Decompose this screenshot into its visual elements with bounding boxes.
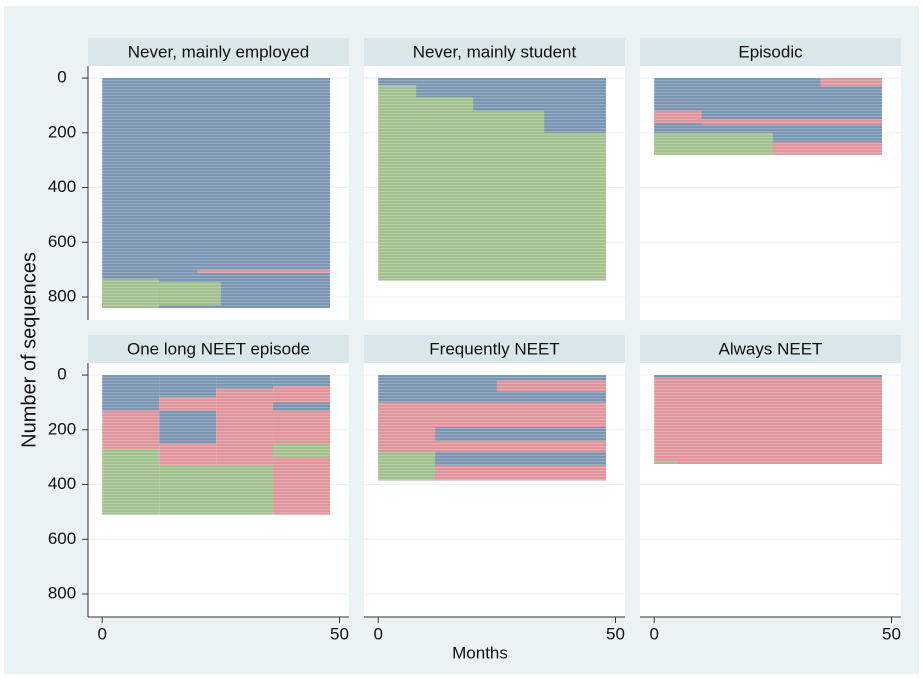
sequence-stripes [273, 402, 331, 411]
y-tick-label: 600 [48, 529, 76, 548]
y-tick-label: 400 [48, 474, 76, 493]
sequence-stripes [654, 461, 678, 464]
y-axis-label: Number of sequences [18, 252, 40, 448]
y-tick-label: 200 [48, 122, 76, 141]
sequence-stripes [216, 388, 274, 466]
panel-title: Episodic [738, 42, 803, 61]
panel-header [364, 335, 625, 363]
sequence-stripes [159, 465, 274, 515]
sequence-stripes [378, 451, 436, 481]
sequence-stripes [159, 375, 217, 397]
sequence-stripes [435, 427, 607, 441]
y-tick-label: 0 [57, 365, 66, 384]
x-tick-label: 50 [606, 624, 625, 643]
sequence-stripes [102, 448, 160, 515]
panel-title: Always NEET [719, 339, 823, 358]
sequence-stripes [544, 110, 607, 133]
x-tick-label: 0 [650, 624, 659, 643]
y-tick-label: 400 [48, 177, 76, 196]
x-tick-label: 0 [374, 624, 383, 643]
sequence-stripes [654, 375, 883, 378]
y-tick-label: 800 [48, 583, 76, 602]
sequence-stripes [102, 78, 331, 308]
sequence-stripes [416, 84, 607, 98]
sequence-stripes [159, 443, 217, 466]
sequence-stripes [102, 279, 160, 308]
sequence-stripes [197, 269, 331, 273]
panel-title: Frequently NEET [429, 339, 559, 358]
panel-header [640, 335, 901, 363]
y-tick-label: 600 [48, 232, 76, 251]
x-tick-label: 50 [330, 624, 349, 643]
panel-title: One long NEET episode [127, 339, 310, 358]
sequence-stripes [378, 78, 607, 85]
sequence-stripes [159, 281, 221, 306]
panel-header [88, 38, 349, 66]
x-tick-label: 50 [882, 624, 901, 643]
sequence-stripes [435, 465, 607, 481]
sequence-stripes [654, 132, 773, 155]
sequence-stripes [159, 396, 217, 411]
sequence-stripes [772, 142, 883, 155]
sequence-stripes [216, 375, 274, 389]
y-tick-label: 200 [48, 419, 76, 438]
sequence-stripes [273, 375, 331, 386]
sequence-stripes [102, 375, 160, 411]
sequence-stripes [496, 380, 607, 392]
sequence-stripes [701, 119, 883, 125]
panel-title: Never, mainly student [413, 42, 577, 61]
sequence-stripes [820, 78, 883, 87]
y-tick-label: 0 [57, 68, 66, 87]
x-axis-label: Months [452, 643, 508, 662]
x-tick-label: 0 [98, 624, 107, 643]
panel-header [364, 38, 625, 66]
y-tick-label: 800 [48, 286, 76, 305]
panel-header [88, 335, 349, 363]
sequence-stripes [654, 375, 883, 464]
panel-title: Never, mainly employed [128, 42, 309, 61]
sequence-stripes [273, 443, 331, 458]
sequence-stripes [102, 410, 160, 449]
panel-header [640, 38, 901, 66]
sequence-stripes [654, 110, 702, 124]
sequence-stripes [473, 97, 607, 111]
sequence-stripes [159, 410, 217, 444]
